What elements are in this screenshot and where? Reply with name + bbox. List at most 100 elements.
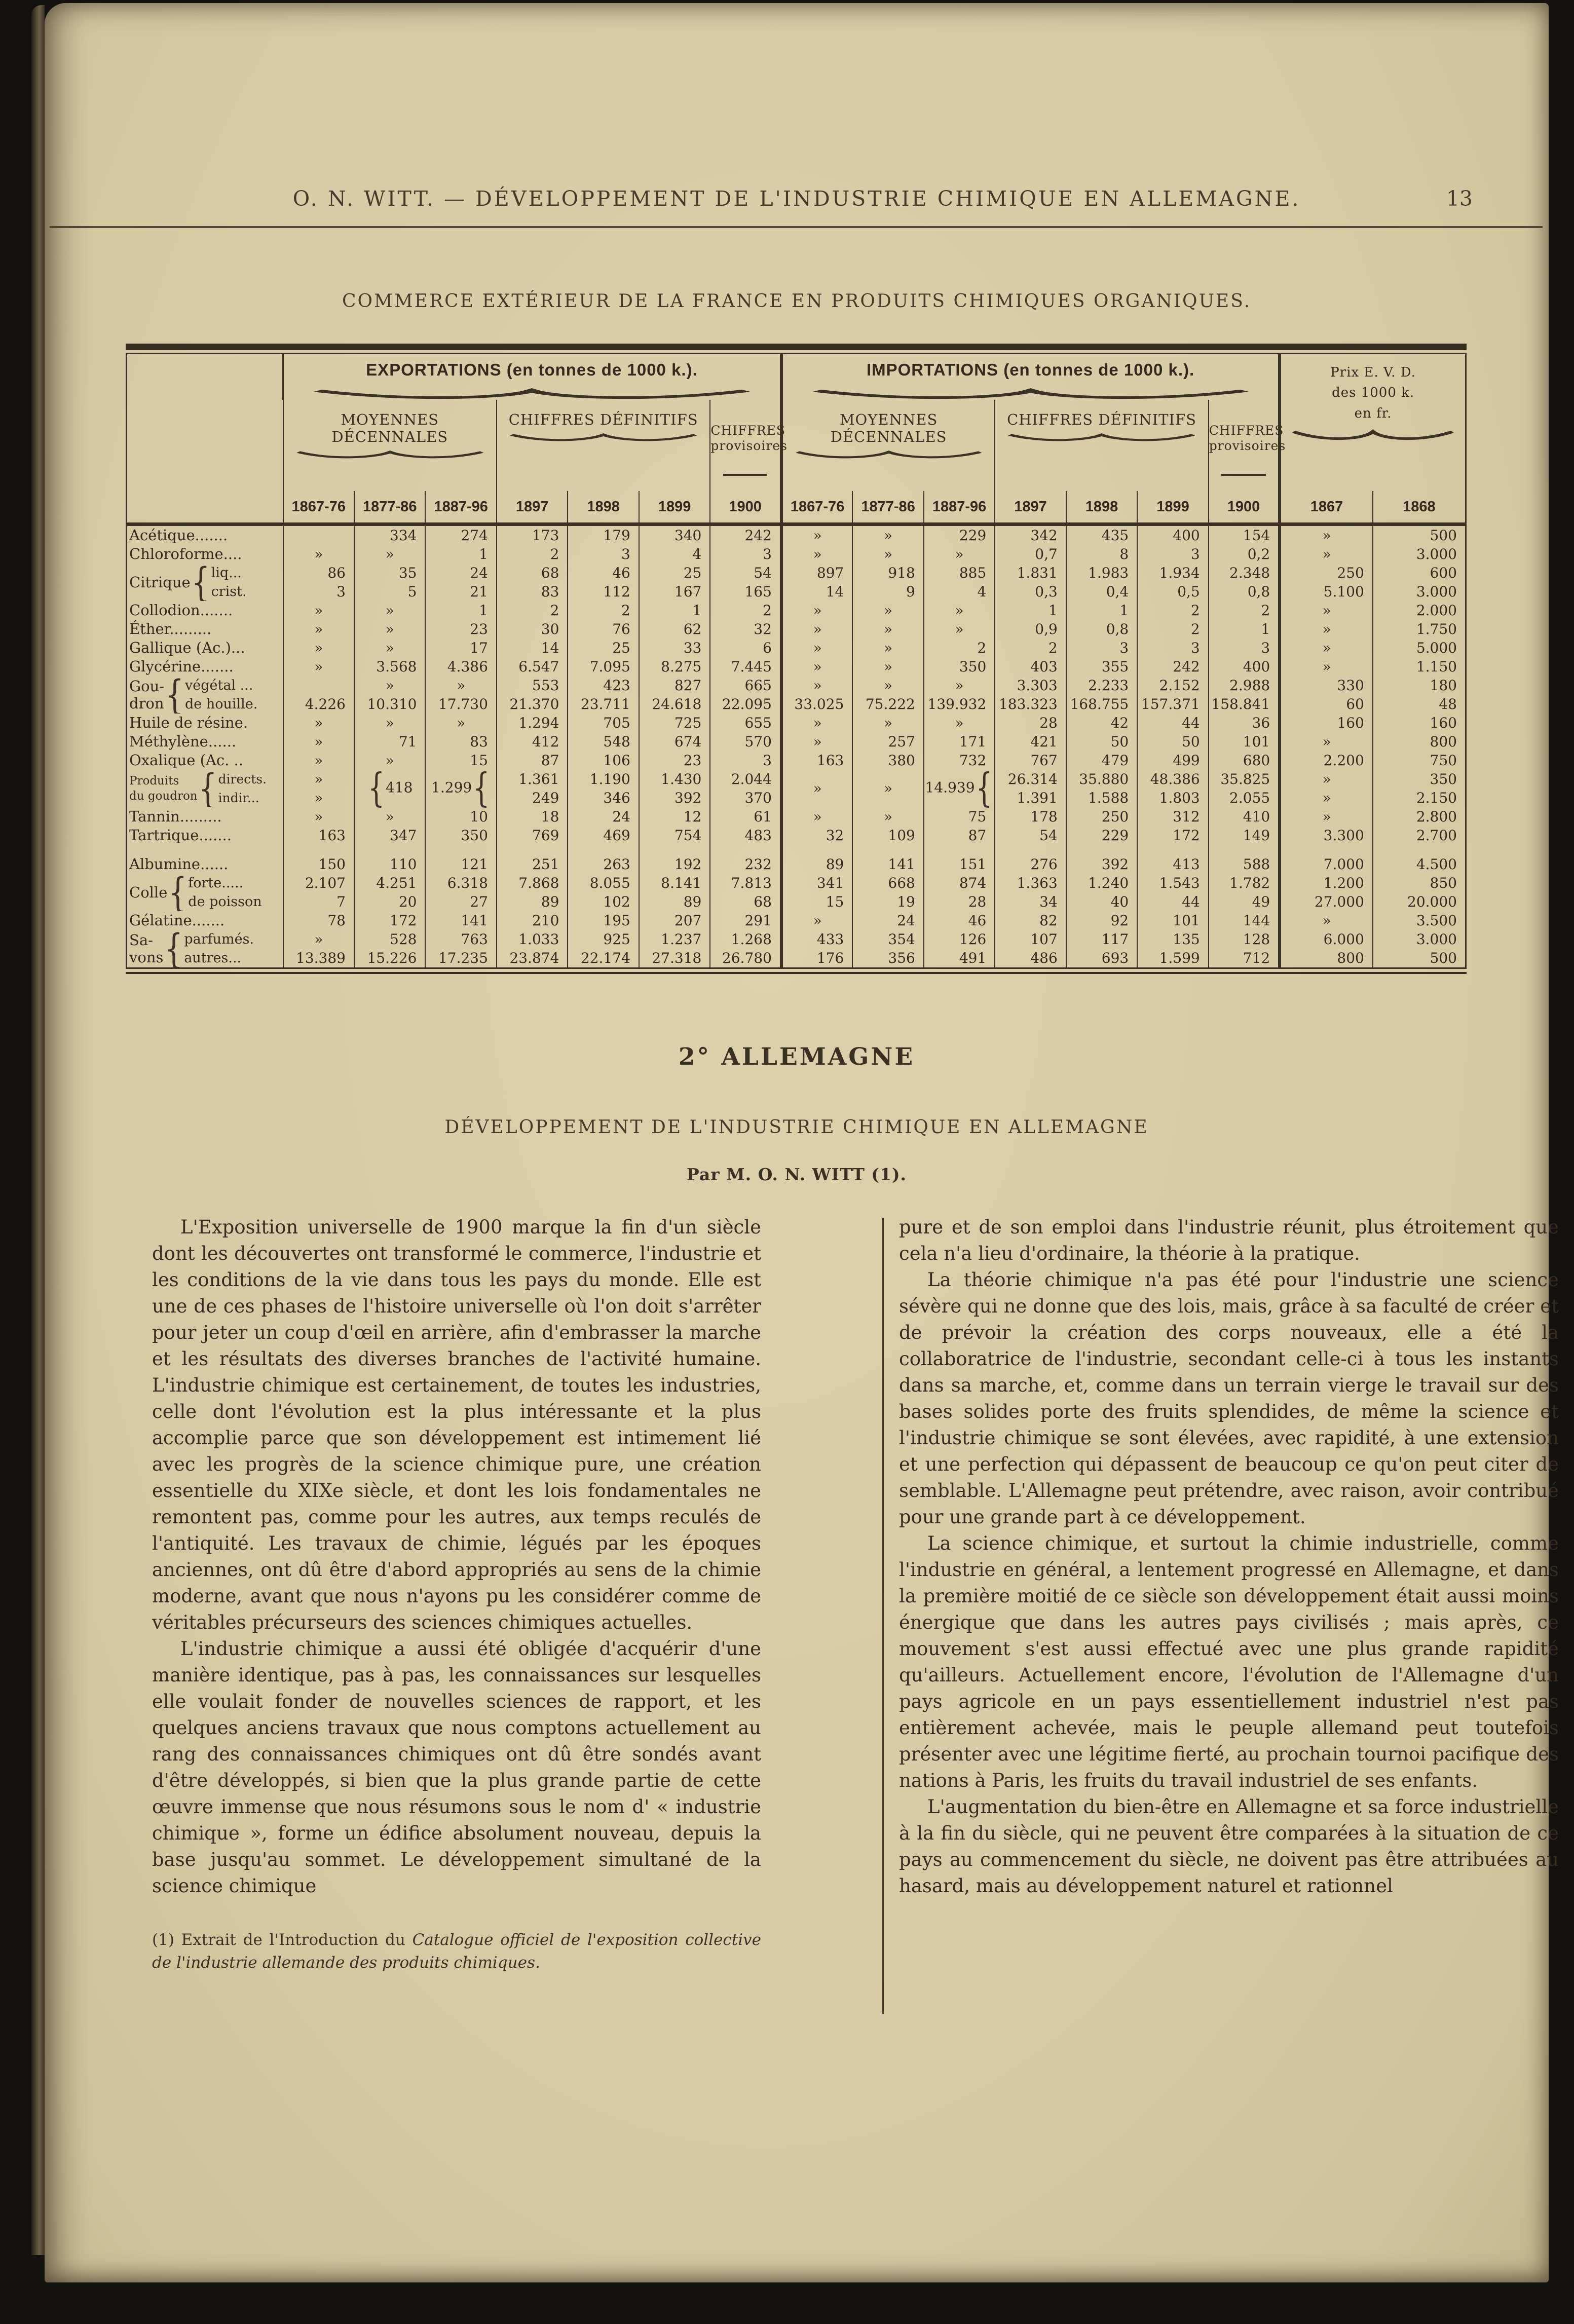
cell: 242 (1137, 657, 1209, 676)
cell: 850 (1372, 874, 1466, 892)
cell: 918 (852, 564, 924, 582)
cell (994, 845, 1066, 855)
import-provisoires-head: CHIFFRES provisoires (1208, 400, 1285, 491)
page-number: 13 (1446, 186, 1473, 211)
export-provisoires-head: CHIFFRES provisoires (709, 400, 787, 491)
cell: 0,8 (1208, 582, 1280, 601)
year-col: 1867-76 (779, 491, 853, 526)
cell: 195 (567, 911, 639, 930)
cell: 392 (1065, 855, 1138, 874)
brace-ornament (1008, 433, 1195, 441)
cell: 413 (1137, 855, 1209, 874)
cell: 1 (1065, 601, 1138, 620)
cell: 232 (709, 855, 781, 874)
cell (709, 845, 781, 855)
cell: 2.150 (1372, 789, 1466, 807)
cell: 1.363 (994, 874, 1066, 892)
cell: 229 (1065, 826, 1138, 845)
group-name-line: Gou- (129, 678, 165, 695)
cell: » (1278, 524, 1373, 545)
cell: 7.813 (709, 874, 781, 892)
definitifs-label: CHIFFRES DÉFINITIFS (1007, 411, 1196, 428)
cell: 483 (709, 826, 781, 845)
cell: 410 (1208, 807, 1280, 826)
cell: 3.303 (994, 676, 1066, 695)
cell: 82 (994, 911, 1066, 930)
cell: 341 (779, 874, 853, 892)
paragraph: L'Exposition universelle de 1900 marque … (152, 1216, 761, 1633)
cell: 89 (638, 892, 710, 911)
cell: » (1278, 545, 1373, 564)
cell: 874 (923, 874, 995, 892)
cell: 1 (425, 601, 497, 620)
cell: 60 (1278, 695, 1373, 714)
brace-ornament (313, 388, 751, 399)
cell: 33 (638, 639, 710, 657)
brace: { (164, 930, 183, 968)
cell: 2 (496, 601, 568, 620)
brace: { (473, 766, 490, 811)
cell: 22.174 (567, 949, 639, 968)
sub-label: autres... (184, 950, 242, 966)
cell: 167 (638, 582, 710, 601)
cell: 179 (567, 524, 639, 545)
cell: » (779, 639, 853, 657)
cell: 28 (923, 892, 995, 911)
cell: 8.055 (567, 874, 639, 892)
cell: 180 (1372, 676, 1466, 695)
byline: Par M. O. N. WITT (1). (686, 1165, 907, 1184)
stacked-page-edge (31, 5, 45, 2255)
cell: 732 (923, 751, 995, 770)
scanned-page: O. N. WITT. — DÉVELOPPEMENT DE L'INDUSTR… (45, 3, 1559, 2282)
cell: 350 (1372, 770, 1466, 789)
cell: 87 (923, 826, 995, 845)
cell: 2.044 (709, 770, 781, 789)
cell: » (923, 676, 995, 695)
cell: 1.033 (496, 930, 568, 949)
cell (1372, 845, 1466, 855)
sub-label: liq... (211, 565, 242, 581)
row-label-produits-goudron: Produits du goudron{directs. indir... (127, 770, 283, 807)
cell: 423 (567, 676, 639, 695)
cell: 149 (1208, 826, 1280, 845)
cell: 33.025 (779, 695, 853, 714)
cell: 370 (709, 789, 781, 807)
cell: 750 (1372, 751, 1466, 770)
cell: 1.150 (1372, 657, 1466, 676)
cell: 0,7 (994, 545, 1066, 564)
cell: 110 (353, 855, 426, 874)
cell: 500 (1372, 524, 1466, 545)
cell: 499 (1137, 751, 1209, 770)
table-year-header-row: 1867-76 1877-86 1887-96 1897 1898 1899 1… (127, 491, 1466, 526)
cell: 2.348 (1208, 564, 1280, 582)
table-row: Oxalique (Ac. .. »» 15 87 106 23 3 163 380 732 7… (127, 751, 1466, 770)
cell: 141 (425, 911, 497, 930)
cell: 46 (923, 911, 995, 930)
cell: 1.268 (709, 930, 781, 949)
cell: 763 (425, 930, 497, 949)
group-name-line: Sa- (129, 931, 153, 949)
cell: » (1278, 911, 1373, 930)
cell: 312 (1137, 807, 1209, 826)
cell (127, 845, 283, 855)
cell: » (779, 732, 853, 751)
cell: 50 (1065, 732, 1138, 751)
cell: 28 (994, 714, 1066, 732)
year-col: 1877-86 (852, 491, 924, 526)
cell: 3 (1137, 545, 1209, 564)
paragraph: L'industrie chimique a aussi été obligée… (152, 1638, 761, 1897)
year-col: 1867-76 (282, 491, 354, 526)
cell (1137, 845, 1209, 855)
cell: 355 (1065, 657, 1138, 676)
cell: 2 (709, 601, 781, 620)
cell: 4.251 (353, 874, 426, 892)
row-label: Collodion....... (129, 602, 233, 619)
cell: 340 (638, 524, 710, 545)
cell: 2 (1137, 601, 1209, 620)
cell: 17.730 (425, 695, 497, 714)
cell: 19 (852, 892, 924, 911)
cell: 486 (994, 949, 1066, 968)
cell: 6.318 (425, 874, 497, 892)
cell: 1.391 (994, 789, 1066, 807)
export-definitifs-head: CHIFFRES DÉFINITIFS (496, 400, 710, 491)
